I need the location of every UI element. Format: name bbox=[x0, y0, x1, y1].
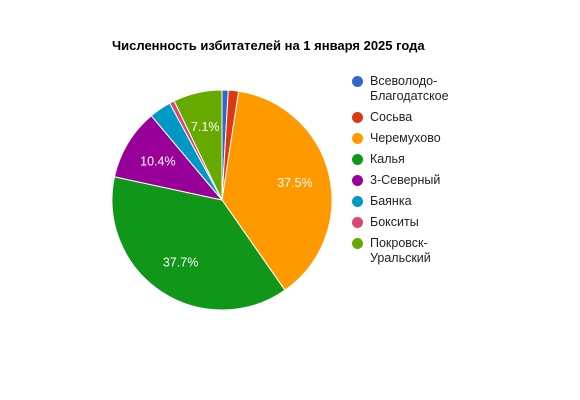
legend-swatch bbox=[352, 238, 363, 249]
legend-label: Черемухово bbox=[370, 131, 441, 145]
legend-item-cheremuhovo[interactable]: Черемухово bbox=[352, 131, 492, 146]
slice-data-label-cheremuhovo: 37.5% bbox=[277, 176, 312, 190]
legend-item-vsevolodo-blagodatskoe[interactable]: Всеволодо- Благодатское bbox=[352, 74, 492, 104]
legend-item-kalya[interactable]: Калья bbox=[352, 152, 492, 167]
legend-item-3-severny[interactable]: 3-Северный bbox=[352, 173, 492, 188]
legend-swatch bbox=[352, 112, 363, 123]
legend-swatch bbox=[352, 175, 363, 186]
legend-label: Баянка bbox=[370, 194, 412, 208]
legend-swatch bbox=[352, 196, 363, 207]
chart-title: Численность избитателей на 1 января 2025… bbox=[112, 38, 425, 53]
slice-data-label-3-severny: 10.4% bbox=[140, 154, 175, 168]
legend-item-boksity[interactable]: Бокситы bbox=[352, 215, 492, 230]
legend-label: Покровск- Уральский bbox=[370, 236, 431, 265]
legend-swatch bbox=[352, 217, 363, 228]
legend-label: Сосьва bbox=[370, 110, 413, 124]
legend-label: Всеволодо- Благодатское bbox=[370, 74, 449, 103]
legend-swatch bbox=[352, 133, 363, 144]
legend-item-sosva[interactable]: Сосьва bbox=[352, 110, 492, 125]
pie-slice-cheremuhovo[interactable] bbox=[221, 90, 333, 291]
legend: Всеволодо- Благодатское Сосьва Черемухово К… bbox=[352, 74, 492, 272]
legend-swatch bbox=[352, 154, 363, 165]
legend-swatch bbox=[352, 76, 363, 87]
legend-label: Калья bbox=[370, 152, 405, 166]
legend-item-bayanka[interactable]: Баянка bbox=[352, 194, 492, 209]
pie-slice-3-severny[interactable] bbox=[113, 115, 224, 201]
slice-data-label-pokrovsk-uralsky: 7.1% bbox=[191, 120, 220, 134]
legend-item-pokrovsk-uralsky[interactable]: Покровск- Уральский bbox=[352, 236, 492, 266]
pie-slice-kalya[interactable] bbox=[111, 176, 286, 311]
legend-label: 3-Северный bbox=[370, 173, 441, 187]
pie-slice-pokrovsk-uralsky[interactable] bbox=[173, 89, 223, 201]
slice-data-label-kalya: 37.7% bbox=[163, 255, 198, 269]
legend-label: Бокситы bbox=[370, 215, 419, 229]
